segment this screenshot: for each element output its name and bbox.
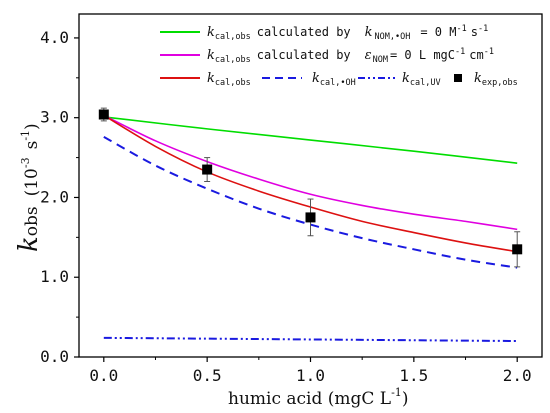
- legend-row3-item2: kcal,•OH: [312, 71, 356, 88]
- legend-row3-item3: kcal,UV: [402, 71, 441, 88]
- y-axis-ticks: 0.0 1.0 2.0 3.0 4.0: [40, 28, 79, 366]
- legend-row1-text: kcal,obs calculated by k NOM,•OH = 0 M-1 s-1: [207, 24, 488, 42]
- plot-frame: [78, 13, 543, 358]
- legend-swatch-square-marker: [454, 74, 462, 82]
- y-tick-label: 2.0: [40, 187, 69, 206]
- y-tick-label: 1.0: [40, 267, 69, 286]
- x-axis-title: humic acid (mgC L-1): [228, 386, 408, 409]
- x-tick-label: 1.0: [296, 366, 325, 385]
- legend: kcal,obs calculated by k NOM,•OH = 0 M-1 s-1 …: [160, 24, 518, 88]
- x-tick-label: 0.0: [89, 366, 118, 385]
- data-point-exp: [305, 212, 316, 223]
- y-tick-label: 3.0: [40, 108, 69, 127]
- y-tick-label: 4.0: [40, 28, 69, 47]
- legend-row3-item1: kcal,obs: [207, 71, 251, 88]
- series-line-magenta: [103, 114, 518, 231]
- data-point-exp: [98, 109, 109, 120]
- x-tick-label: 2.0: [503, 366, 532, 385]
- x-tick-label: 1.5: [399, 366, 428, 385]
- marker-layer: [98, 107, 523, 268]
- series-line-blue-dashdot: [103, 336, 518, 343]
- data-point-exp: [202, 164, 213, 175]
- y-tick-label: 0.0: [40, 347, 69, 366]
- series-line-green: [103, 116, 518, 164]
- legend-row3-item4: kexp,obs: [474, 71, 518, 88]
- x-axis-ticks: 0.0 0.5 1.0 1.5 2.0: [89, 357, 532, 385]
- legend-row2-text: kcal,obs calculated by εNOM = 0 L mgC-1 cm-1: [207, 47, 494, 65]
- data-point-exp: [512, 244, 523, 255]
- y-axis-title: kobs(10-3s-1): [14, 123, 44, 252]
- x-tick-label: 0.5: [193, 366, 222, 385]
